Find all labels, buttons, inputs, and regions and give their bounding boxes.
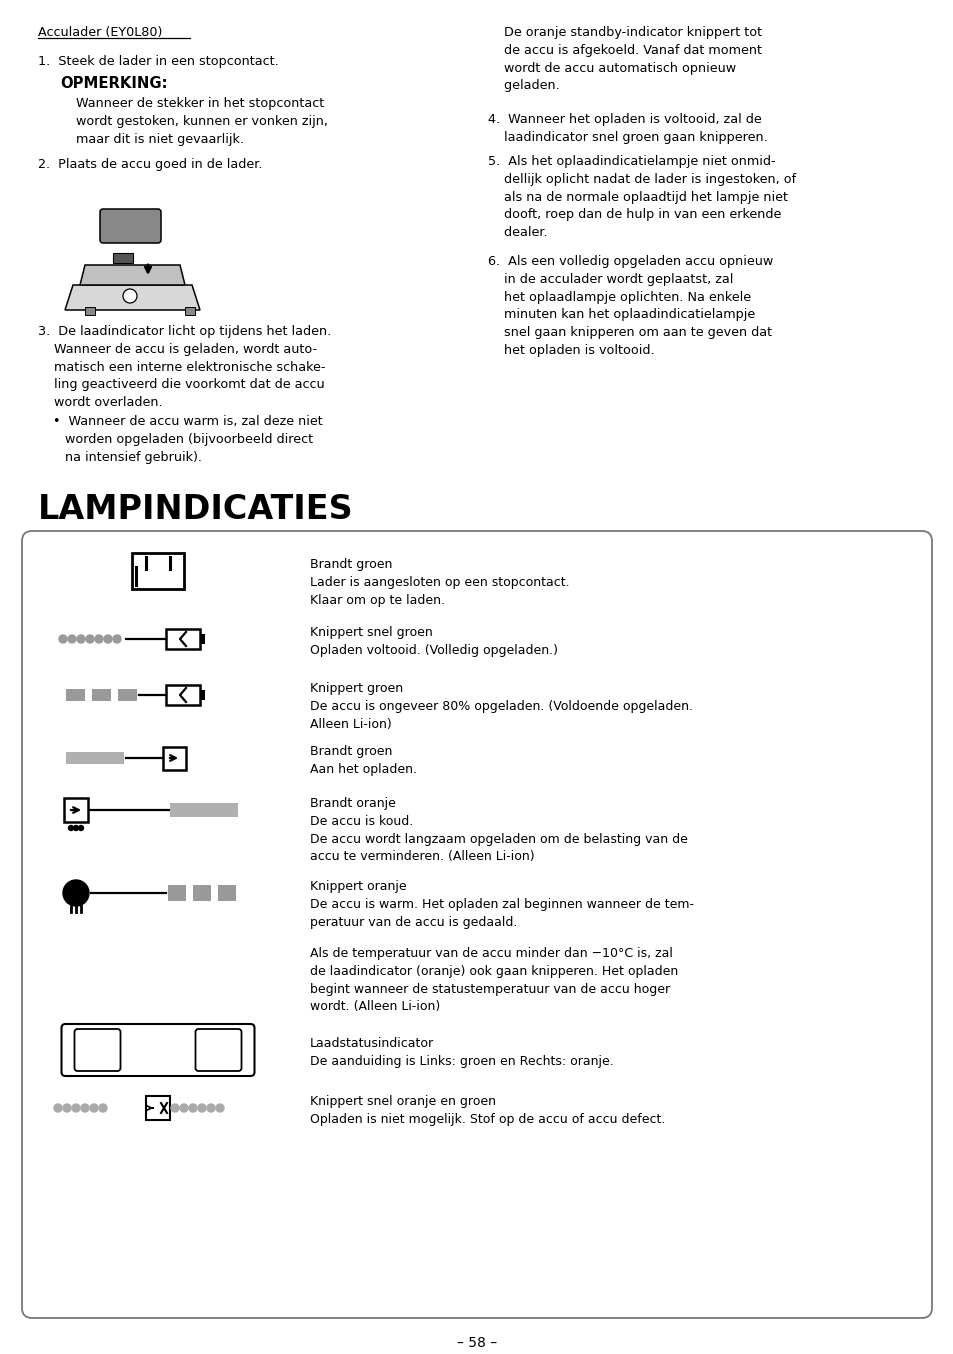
Circle shape [189, 1104, 196, 1112]
Circle shape [63, 1104, 71, 1112]
Circle shape [78, 826, 84, 830]
Text: 3.  De laadindicator licht op tijdens het laden.
    Wanneer de accu is geladen,: 3. De laadindicator licht op tijdens het… [38, 325, 331, 409]
Text: Laadstatusindicator
De aanduiding is Links: groen en Rechts: oranje.: Laadstatusindicator De aanduiding is Lin… [310, 1037, 613, 1068]
Polygon shape [65, 284, 200, 310]
Text: 4.  Wanneer het opladen is voltooid, zal de
    laadindicator snel groen gaan kn: 4. Wanneer het opladen is voltooid, zal … [488, 112, 767, 144]
Text: Brandt groen
Lader is aangesloten op een stopcontact.
Klaar om op te laden.: Brandt groen Lader is aangesloten op een… [310, 558, 569, 607]
Circle shape [90, 1104, 98, 1112]
Text: 5.  Als het oplaadindicatielampje niet onmid-
    dellijk oplicht nadat de lader: 5. Als het oplaadindicatielampje niet on… [488, 154, 796, 240]
Circle shape [207, 1104, 214, 1112]
Circle shape [123, 288, 137, 303]
Bar [200, 634, 205, 645]
Text: De oranje standby-indicator knippert tot
    de accu is afgekoeld. Vanaf dat mom: De oranje standby-indicator knippert tot… [488, 26, 761, 92]
Circle shape [63, 880, 89, 906]
Circle shape [198, 1104, 206, 1112]
Bar [166, 685, 200, 705]
Circle shape [73, 826, 78, 830]
Bar [66, 751, 124, 764]
Text: Knippert groen
De accu is ongeveer 80% opgeladen. (Voldoende opgeladen.
Alleen L: Knippert groen De accu is ongeveer 80% o… [310, 682, 692, 731]
Text: Knippert snel groen
Opladen voltooid. (Volledig opgeladen.): Knippert snel groen Opladen voltooid. (V… [310, 626, 558, 657]
Bar [170, 803, 237, 816]
Text: 6.  Als een volledig opgeladen accu opnieuw
    in de acculader wordt geplaatst,: 6. Als een volledig opgeladen accu opnie… [488, 255, 773, 357]
Text: OPMERKING:: OPMERKING: [60, 76, 168, 91]
Text: Als de temperatuur van de accu minder dan −10°C is, zal
de laadindicator (oranje: Als de temperatuur van de accu minder da… [310, 946, 678, 1013]
Bar [85, 307, 95, 315]
Text: Knippert oranje
De accu is warm. Het opladen zal beginnen wanneer de tem-
peratu: Knippert oranje De accu is warm. Het opl… [310, 880, 693, 929]
FancyBboxPatch shape [100, 209, 161, 242]
Text: – 58 –: – 58 – [456, 1336, 497, 1350]
Circle shape [77, 635, 85, 643]
Bar [218, 886, 235, 900]
Text: Brandt oranje
De accu is koud.
De accu wordt langzaam opgeladen om de belasting : Brandt oranje De accu is koud. De accu w… [310, 798, 687, 864]
Circle shape [180, 1104, 188, 1112]
Text: LAMPINDICATIES: LAMPINDICATIES [38, 493, 354, 525]
Text: 1.  Steek de lader in een stopcontact.: 1. Steek de lader in een stopcontact. [38, 56, 278, 68]
Circle shape [86, 635, 94, 643]
Text: 2.  Plaats de accu goed in de lader.: 2. Plaats de accu goed in de lader. [38, 158, 262, 171]
Bar [193, 886, 211, 900]
FancyBboxPatch shape [195, 1029, 241, 1071]
Bar [91, 689, 111, 701]
Bar [168, 886, 186, 900]
Circle shape [104, 635, 112, 643]
Bar [163, 746, 186, 769]
Text: Brandt groen
Aan het opladen.: Brandt groen Aan het opladen. [310, 745, 416, 776]
Circle shape [59, 635, 67, 643]
Bar [146, 1095, 170, 1120]
FancyBboxPatch shape [61, 1024, 254, 1076]
Text: Knippert snel oranje en groen
Opladen is niet mogelijk. Stof op de accu of accu : Knippert snel oranje en groen Opladen is… [310, 1095, 664, 1125]
Circle shape [171, 1104, 179, 1112]
FancyBboxPatch shape [22, 531, 931, 1317]
Text: Acculader (EY0L80): Acculader (EY0L80) [38, 26, 162, 39]
Circle shape [99, 1104, 107, 1112]
Bar [118, 689, 137, 701]
Circle shape [81, 1104, 89, 1112]
Bar [112, 253, 132, 263]
Circle shape [54, 1104, 62, 1112]
Circle shape [68, 635, 76, 643]
Circle shape [112, 635, 121, 643]
Circle shape [69, 826, 73, 830]
Circle shape [215, 1104, 224, 1112]
Circle shape [71, 1104, 80, 1112]
Bar [66, 689, 85, 701]
Text: •  Wanneer de accu warm is, zal deze niet
   worden opgeladen (bijvoorbeeld dire: • Wanneer de accu warm is, zal deze niet… [53, 414, 322, 463]
Text: Wanneer de stekker in het stopcontact
wordt gestoken, kunnen er vonken zijn,
maa: Wanneer de stekker in het stopcontact wo… [76, 97, 328, 146]
Circle shape [95, 635, 103, 643]
Bar [200, 691, 205, 700]
Bar [166, 630, 200, 649]
Bar [185, 307, 194, 315]
Bar [132, 552, 184, 589]
Polygon shape [80, 265, 185, 284]
FancyBboxPatch shape [74, 1029, 120, 1071]
Bar [64, 798, 88, 822]
